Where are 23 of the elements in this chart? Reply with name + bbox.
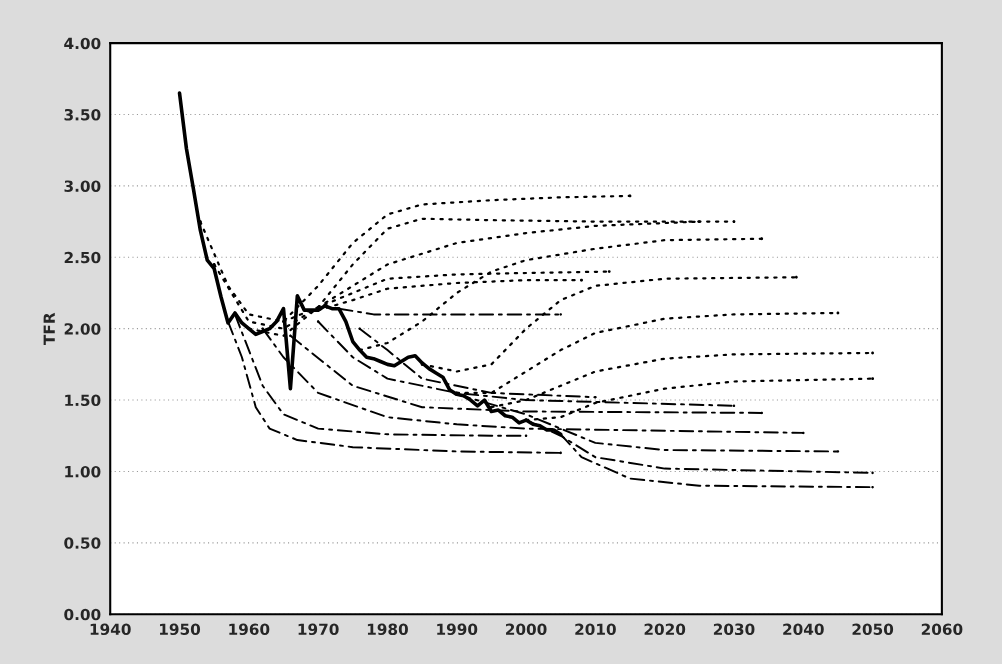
y-tick-label: 1.50 xyxy=(65,394,101,407)
y-tick-label: 0.00 xyxy=(64,608,101,621)
x-tick-label: 1990 xyxy=(437,623,478,636)
y-tick-label: 3.00 xyxy=(64,180,101,192)
x-tick-label: 2060 xyxy=(921,623,963,636)
x-tick-label: 1950 xyxy=(159,623,201,636)
x-tick-label: 2000 xyxy=(506,623,547,636)
y-tick-label: 2.00 xyxy=(64,323,101,335)
x-tick-label: 2030 xyxy=(713,623,755,636)
x-tick-label: 1940 xyxy=(90,623,131,636)
y-tick-label: 4.00 xyxy=(64,37,101,50)
y-tick-label: 3.50 xyxy=(64,109,101,121)
y-axis-title: TFR xyxy=(43,312,55,345)
x-tick-label: 1970 xyxy=(298,623,339,636)
x-tick-label: 2010 xyxy=(575,623,616,636)
x-tick-label: 1960 xyxy=(229,623,270,636)
x-tick-label: 1980 xyxy=(367,623,408,636)
x-tick-label: 2040 xyxy=(783,623,824,636)
x-tick-label: 2020 xyxy=(644,623,686,636)
y-tick-label: 0.50 xyxy=(64,537,101,549)
y-tick-label: 1.00 xyxy=(65,465,101,478)
y-tick-label: 2.50 xyxy=(64,251,101,264)
x-tick-label: 2050 xyxy=(852,623,894,636)
